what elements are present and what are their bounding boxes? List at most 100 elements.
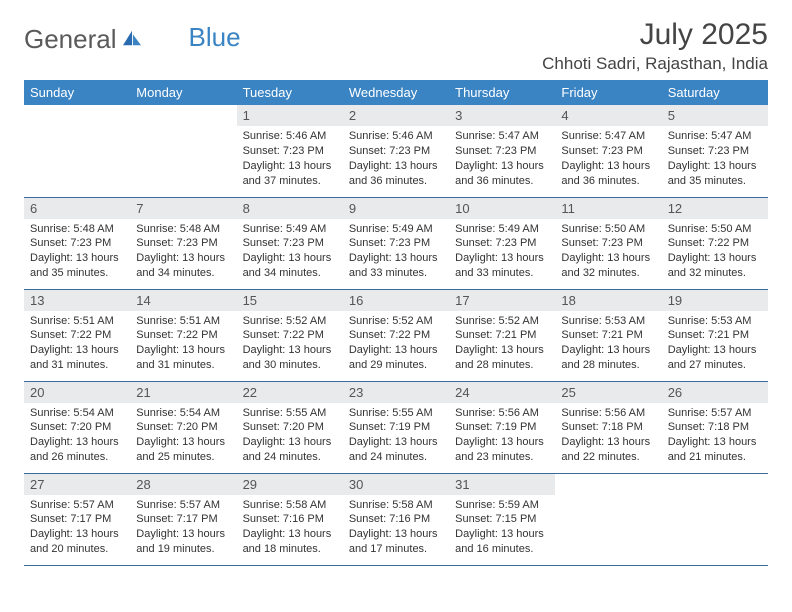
day-number: 5 <box>662 105 768 126</box>
calendar-cell: 10Sunrise: 5:49 AMSunset: 7:23 PMDayligh… <box>449 197 555 289</box>
month-title: July 2025 <box>542 18 768 52</box>
calendar-cell <box>555 473 661 565</box>
day-content: Sunrise: 5:47 AMSunset: 7:23 PMDaylight:… <box>555 126 661 192</box>
day-content: Sunrise: 5:51 AMSunset: 7:22 PMDaylight:… <box>24 311 130 377</box>
calendar-cell: 22Sunrise: 5:55 AMSunset: 7:20 PMDayligh… <box>237 381 343 473</box>
calendar-cell: 17Sunrise: 5:52 AMSunset: 7:21 PMDayligh… <box>449 289 555 381</box>
day-content: Sunrise: 5:52 AMSunset: 7:22 PMDaylight:… <box>237 311 343 377</box>
logo-sail-icon <box>121 29 143 47</box>
day-number: 10 <box>449 198 555 219</box>
day-number: 25 <box>555 382 661 403</box>
day-content: Sunrise: 5:46 AMSunset: 7:23 PMDaylight:… <box>343 126 449 192</box>
calendar-cell: 16Sunrise: 5:52 AMSunset: 7:22 PMDayligh… <box>343 289 449 381</box>
day-number: 4 <box>555 105 661 126</box>
calendar-cell: 19Sunrise: 5:53 AMSunset: 7:21 PMDayligh… <box>662 289 768 381</box>
header: General Blue July 2025 Chhoti Sadri, Raj… <box>24 18 768 74</box>
weekday-header: Wednesday <box>343 80 449 105</box>
location: Chhoti Sadri, Rajasthan, India <box>542 54 768 74</box>
calendar-cell: 14Sunrise: 5:51 AMSunset: 7:22 PMDayligh… <box>130 289 236 381</box>
calendar-cell: 27Sunrise: 5:57 AMSunset: 7:17 PMDayligh… <box>24 473 130 565</box>
calendar-cell: 26Sunrise: 5:57 AMSunset: 7:18 PMDayligh… <box>662 381 768 473</box>
day-number: 21 <box>130 382 236 403</box>
calendar-cell <box>662 473 768 565</box>
day-content: Sunrise: 5:58 AMSunset: 7:16 PMDaylight:… <box>343 495 449 561</box>
day-number: 6 <box>24 198 130 219</box>
day-content: Sunrise: 5:55 AMSunset: 7:19 PMDaylight:… <box>343 403 449 469</box>
day-number: 9 <box>343 198 449 219</box>
calendar-cell: 20Sunrise: 5:54 AMSunset: 7:20 PMDayligh… <box>24 381 130 473</box>
calendar-table: SundayMondayTuesdayWednesdayThursdayFrid… <box>24 80 768 566</box>
day-content: Sunrise: 5:48 AMSunset: 7:23 PMDaylight:… <box>130 219 236 285</box>
day-number: 8 <box>237 198 343 219</box>
day-number: 13 <box>24 290 130 311</box>
calendar-cell <box>24 105 130 197</box>
calendar-row: 27Sunrise: 5:57 AMSunset: 7:17 PMDayligh… <box>24 473 768 565</box>
day-content: Sunrise: 5:52 AMSunset: 7:21 PMDaylight:… <box>449 311 555 377</box>
day-content: Sunrise: 5:48 AMSunset: 7:23 PMDaylight:… <box>24 219 130 285</box>
calendar-cell <box>130 105 236 197</box>
day-number: 2 <box>343 105 449 126</box>
day-content: Sunrise: 5:57 AMSunset: 7:17 PMDaylight:… <box>24 495 130 561</box>
day-content: Sunrise: 5:54 AMSunset: 7:20 PMDaylight:… <box>130 403 236 469</box>
day-number: 16 <box>343 290 449 311</box>
calendar-body: 1Sunrise: 5:46 AMSunset: 7:23 PMDaylight… <box>24 105 768 565</box>
day-content: Sunrise: 5:56 AMSunset: 7:19 PMDaylight:… <box>449 403 555 469</box>
day-content: Sunrise: 5:53 AMSunset: 7:21 PMDaylight:… <box>555 311 661 377</box>
calendar-cell: 25Sunrise: 5:56 AMSunset: 7:18 PMDayligh… <box>555 381 661 473</box>
calendar-cell: 30Sunrise: 5:58 AMSunset: 7:16 PMDayligh… <box>343 473 449 565</box>
calendar-row: 13Sunrise: 5:51 AMSunset: 7:22 PMDayligh… <box>24 289 768 381</box>
calendar-cell: 1Sunrise: 5:46 AMSunset: 7:23 PMDaylight… <box>237 105 343 197</box>
weekday-header: Sunday <box>24 80 130 105</box>
day-content: Sunrise: 5:55 AMSunset: 7:20 PMDaylight:… <box>237 403 343 469</box>
weekday-header: Tuesday <box>237 80 343 105</box>
day-content: Sunrise: 5:56 AMSunset: 7:18 PMDaylight:… <box>555 403 661 469</box>
day-number: 29 <box>237 474 343 495</box>
day-content: Sunrise: 5:46 AMSunset: 7:23 PMDaylight:… <box>237 126 343 192</box>
day-number: 15 <box>237 290 343 311</box>
calendar-header-row: SundayMondayTuesdayWednesdayThursdayFrid… <box>24 80 768 105</box>
calendar-cell: 7Sunrise: 5:48 AMSunset: 7:23 PMDaylight… <box>130 197 236 289</box>
day-number: 23 <box>343 382 449 403</box>
day-number: 20 <box>24 382 130 403</box>
day-number: 14 <box>130 290 236 311</box>
calendar-cell: 3Sunrise: 5:47 AMSunset: 7:23 PMDaylight… <box>449 105 555 197</box>
day-content: Sunrise: 5:51 AMSunset: 7:22 PMDaylight:… <box>130 311 236 377</box>
day-number: 26 <box>662 382 768 403</box>
day-content: Sunrise: 5:47 AMSunset: 7:23 PMDaylight:… <box>662 126 768 192</box>
calendar-cell: 9Sunrise: 5:49 AMSunset: 7:23 PMDaylight… <box>343 197 449 289</box>
day-number: 12 <box>662 198 768 219</box>
calendar-row: 6Sunrise: 5:48 AMSunset: 7:23 PMDaylight… <box>24 197 768 289</box>
day-content: Sunrise: 5:58 AMSunset: 7:16 PMDaylight:… <box>237 495 343 561</box>
day-number: 22 <box>237 382 343 403</box>
calendar-cell: 11Sunrise: 5:50 AMSunset: 7:23 PMDayligh… <box>555 197 661 289</box>
calendar-cell: 29Sunrise: 5:58 AMSunset: 7:16 PMDayligh… <box>237 473 343 565</box>
calendar-cell: 23Sunrise: 5:55 AMSunset: 7:19 PMDayligh… <box>343 381 449 473</box>
weekday-header: Monday <box>130 80 236 105</box>
calendar-cell: 5Sunrise: 5:47 AMSunset: 7:23 PMDaylight… <box>662 105 768 197</box>
day-content: Sunrise: 5:49 AMSunset: 7:23 PMDaylight:… <box>449 219 555 285</box>
logo-text-2: Blue <box>189 22 241 53</box>
calendar-cell: 4Sunrise: 5:47 AMSunset: 7:23 PMDaylight… <box>555 105 661 197</box>
day-number: 3 <box>449 105 555 126</box>
day-number: 1 <box>237 105 343 126</box>
calendar-cell: 21Sunrise: 5:54 AMSunset: 7:20 PMDayligh… <box>130 381 236 473</box>
day-content: Sunrise: 5:47 AMSunset: 7:23 PMDaylight:… <box>449 126 555 192</box>
calendar-cell: 28Sunrise: 5:57 AMSunset: 7:17 PMDayligh… <box>130 473 236 565</box>
day-number: 27 <box>24 474 130 495</box>
day-content: Sunrise: 5:49 AMSunset: 7:23 PMDaylight:… <box>343 219 449 285</box>
logo-text-1: General <box>24 24 117 55</box>
calendar-cell: 31Sunrise: 5:59 AMSunset: 7:15 PMDayligh… <box>449 473 555 565</box>
day-content: Sunrise: 5:57 AMSunset: 7:18 PMDaylight:… <box>662 403 768 469</box>
weekday-header: Saturday <box>662 80 768 105</box>
day-content: Sunrise: 5:53 AMSunset: 7:21 PMDaylight:… <box>662 311 768 377</box>
day-content: Sunrise: 5:50 AMSunset: 7:23 PMDaylight:… <box>555 219 661 285</box>
calendar-cell: 15Sunrise: 5:52 AMSunset: 7:22 PMDayligh… <box>237 289 343 381</box>
day-number: 18 <box>555 290 661 311</box>
day-number: 17 <box>449 290 555 311</box>
calendar-cell: 2Sunrise: 5:46 AMSunset: 7:23 PMDaylight… <box>343 105 449 197</box>
day-number: 24 <box>449 382 555 403</box>
calendar-cell: 13Sunrise: 5:51 AMSunset: 7:22 PMDayligh… <box>24 289 130 381</box>
day-content: Sunrise: 5:49 AMSunset: 7:23 PMDaylight:… <box>237 219 343 285</box>
logo: General Blue <box>24 24 241 55</box>
day-number: 7 <box>130 198 236 219</box>
